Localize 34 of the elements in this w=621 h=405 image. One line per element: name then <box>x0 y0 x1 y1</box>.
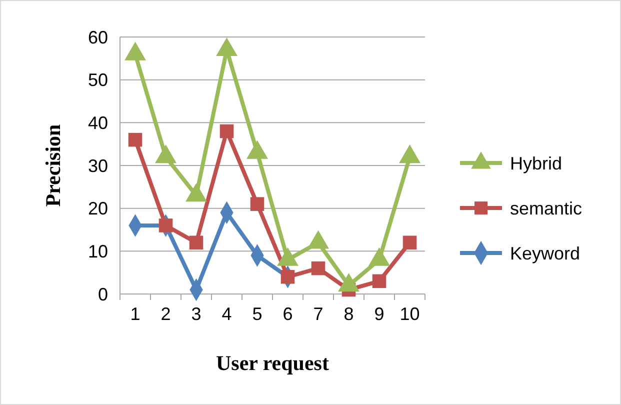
y-tick-label: 30 <box>88 156 108 176</box>
point <box>158 218 173 232</box>
x-tick-label: 4 <box>222 304 232 324</box>
y-tick-label: 50 <box>88 70 108 90</box>
point <box>189 236 204 250</box>
point <box>372 274 386 288</box>
x-tick-label: 2 <box>160 304 171 324</box>
point <box>402 236 417 250</box>
point <box>311 261 326 276</box>
point <box>155 144 176 164</box>
y-tick-label: 40 <box>88 112 108 133</box>
x-tick-label: 3 <box>191 304 202 324</box>
legend-label: semantic <box>510 198 582 218</box>
point <box>250 197 264 211</box>
x-axis-title: User request <box>216 351 329 375</box>
x-tick-label: 8 <box>344 304 354 324</box>
x-tick-label: 10 <box>400 304 420 324</box>
y-tick-label: 60 <box>88 27 108 48</box>
point <box>399 144 420 164</box>
y-tick-label: 10 <box>88 241 108 262</box>
y-tick-label: 20 <box>88 198 108 219</box>
legend-label: Keyword <box>510 243 580 264</box>
point <box>124 42 146 60</box>
x-tick-label: 5 <box>252 304 262 324</box>
x-tick-label: 6 <box>282 304 293 324</box>
x-tick-label: 9 <box>374 304 384 324</box>
y-tick-label: 0 <box>98 284 108 304</box>
point <box>246 140 268 159</box>
point <box>280 270 295 284</box>
x-tick-label: 1 <box>130 304 140 324</box>
point <box>216 37 238 56</box>
legend-label: Hybrid <box>510 153 562 174</box>
y-axis-title: Precision <box>41 124 65 207</box>
x-tick-label: 7 <box>313 304 324 324</box>
